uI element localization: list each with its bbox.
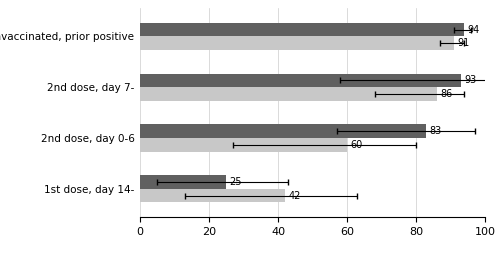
Bar: [140, 87, 436, 101]
Text: 86: 86: [440, 89, 452, 99]
Text: 83: 83: [430, 126, 442, 136]
Bar: [140, 175, 226, 189]
Text: 42: 42: [288, 191, 300, 201]
Bar: [140, 23, 464, 36]
Text: 93: 93: [464, 75, 476, 85]
Text: 25: 25: [230, 177, 242, 187]
Text: 91: 91: [458, 38, 469, 48]
Bar: [140, 125, 426, 138]
Text: 94: 94: [468, 24, 480, 34]
Bar: [140, 138, 347, 152]
Bar: [140, 74, 461, 87]
Bar: [140, 189, 285, 202]
Text: 60: 60: [350, 140, 362, 150]
Bar: [140, 36, 454, 50]
